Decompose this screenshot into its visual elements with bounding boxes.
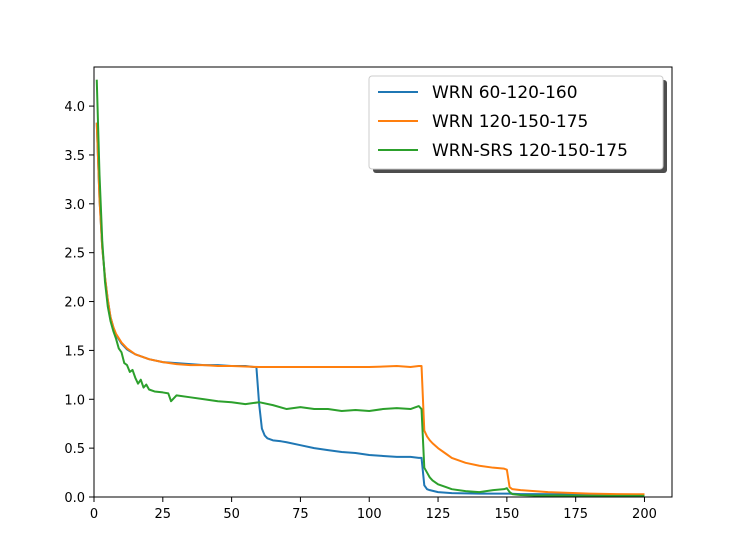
y-tick-label: 1.5 xyxy=(64,344,85,359)
x-tick-label: 175 xyxy=(563,507,588,522)
y-tick-label: 3.5 xyxy=(64,149,85,164)
x-tick-label: 75 xyxy=(292,507,309,522)
legend-box xyxy=(368,75,664,170)
x-tick-label: 150 xyxy=(494,507,519,522)
y-tick-label: 4.0 xyxy=(64,100,85,115)
x-tick-label: 0 xyxy=(90,507,98,522)
x-axis: 0 25 50 75 100 125 150 175 200 xyxy=(90,497,657,522)
legend-label-series-1: WRN 60-120-160 xyxy=(432,83,578,103)
series-line-2 xyxy=(95,122,645,496)
series-layer xyxy=(95,79,645,497)
x-tick-label: 50 xyxy=(223,507,240,522)
x-tick-label: 100 xyxy=(357,507,382,522)
y-tick-label: 2.0 xyxy=(64,296,85,311)
y-tick-label: 0.5 xyxy=(64,442,85,457)
y-axis: 0.0 0.5 1.0 1.5 2.0 2.5 3.0 3.5 4.0 xyxy=(64,100,94,506)
legend-label-series-3: WRN-SRS 120-150-175 xyxy=(432,141,628,161)
y-tick-label: 1.0 xyxy=(64,393,85,408)
y-tick-label: 2.5 xyxy=(64,247,85,262)
plot-frame xyxy=(93,66,673,498)
y-tick-label: 0.0 xyxy=(64,491,85,506)
legend: WRN 60-120-160 WRN 120-150-175 WRN-SRS 1… xyxy=(368,75,667,173)
x-tick-label: 125 xyxy=(426,507,451,522)
legend-label-series-2: WRN 120-150-175 xyxy=(432,112,588,132)
x-tick-label: 25 xyxy=(155,507,172,522)
series-line-3 xyxy=(95,79,645,497)
x-tick-label: 200 xyxy=(632,507,657,522)
y-tick-label: 3.0 xyxy=(64,198,85,213)
